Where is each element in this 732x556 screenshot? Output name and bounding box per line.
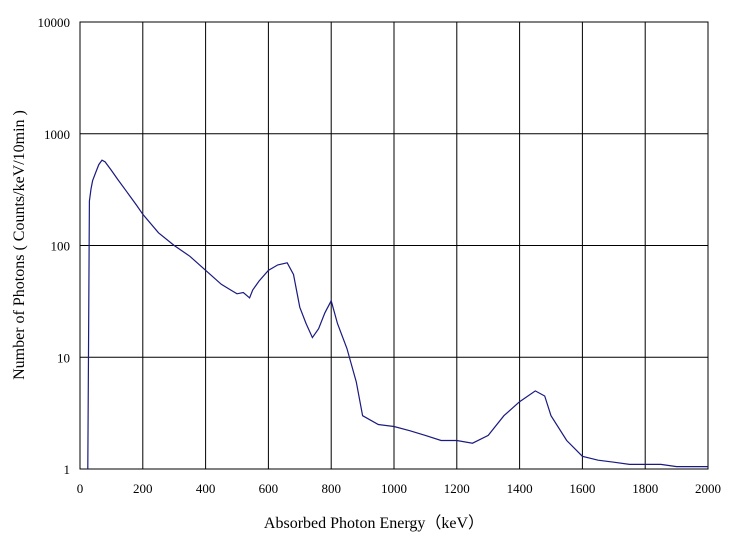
x-tick-labels: 0 200 400 600 800 1000 1200 1400 1600 1800 2000	[77, 481, 721, 496]
y-tick-label: 100	[51, 239, 71, 254]
y-tick-label: 1000	[44, 127, 70, 142]
x-tick-label: 200	[133, 481, 153, 496]
y-tick-labels: 1 10 100 1000 10000	[38, 15, 71, 477]
grid-lines	[80, 22, 708, 469]
x-tick-label: 400	[196, 481, 216, 496]
x-axis-label: Absorbed Photon Energy（keV）	[264, 514, 484, 532]
y-tick-label: 10	[57, 350, 70, 365]
y-axis-label: Number of Photons ( Counts/keV/10min )	[11, 110, 28, 380]
x-tick-label: 1800	[632, 481, 658, 496]
series-line	[87, 159, 708, 470]
x-tick-label: 600	[259, 481, 279, 496]
y-tick-label: 1	[64, 462, 71, 477]
x-tick-label: 1400	[507, 481, 533, 496]
x-tick-label: 800	[321, 481, 341, 496]
y-tick-label: 10000	[38, 15, 71, 30]
x-tick-label: 0	[77, 481, 84, 496]
x-tick-label: 1200	[444, 481, 470, 496]
x-tick-label: 1000	[381, 481, 407, 496]
x-tick-label: 2000	[695, 481, 721, 496]
x-tick-label: 1600	[569, 481, 595, 496]
plot-area-frame	[79, 21, 709, 470]
